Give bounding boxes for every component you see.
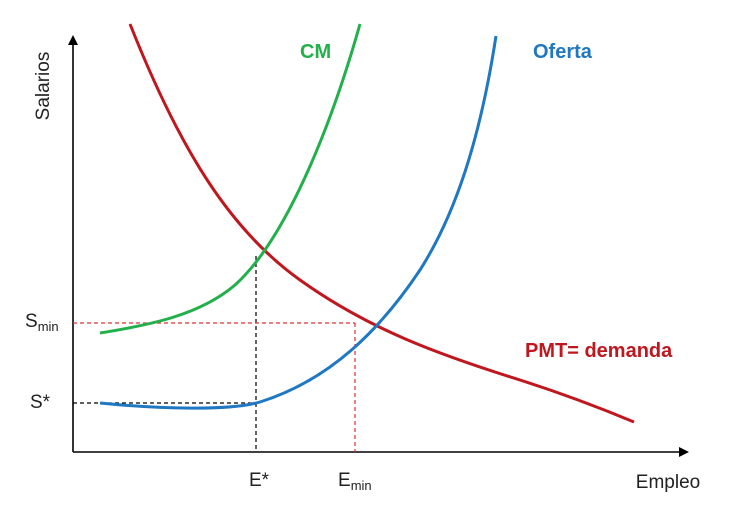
x-axis-label: Empleo: [636, 472, 700, 493]
oferta-label: Oferta: [533, 41, 593, 63]
s-min-label: Smin: [25, 311, 59, 334]
demanda-curve: [128, 23, 635, 424]
oferta-curve: [99, 35, 498, 410]
s-star-label: S*: [30, 392, 51, 413]
y-axis-label: Salarios: [33, 52, 54, 121]
e-min-label: Emin: [338, 470, 372, 493]
e-star-label: E*: [249, 470, 270, 491]
demanda-label: PMT= demanda: [525, 340, 673, 362]
cm-curve: [99, 23, 362, 335]
cm-label: CM: [300, 41, 331, 63]
